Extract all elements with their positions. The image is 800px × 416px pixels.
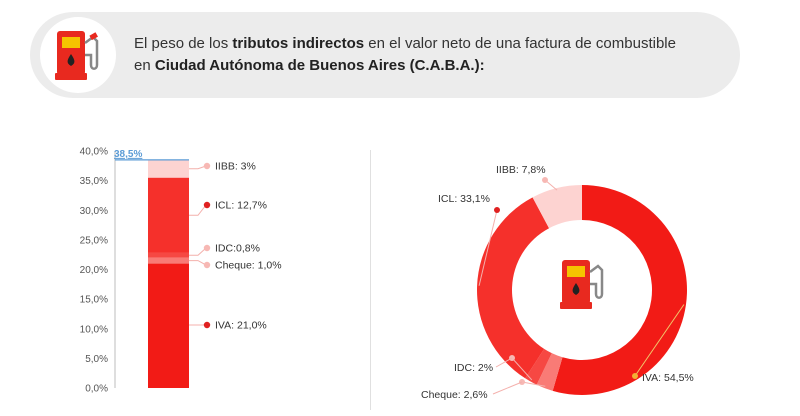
- label-dot: [203, 201, 211, 209]
- donut-slice-iibb: [532, 185, 582, 229]
- chart-divider: [370, 150, 371, 410]
- y-tick-label: 30,0%: [80, 206, 108, 217]
- leader-line: [189, 260, 207, 266]
- leader-line: [189, 165, 207, 170]
- title-text-1: El peso de los: [134, 35, 233, 52]
- leader-line: [189, 204, 207, 216]
- title-highlight-1: tributos indirectos: [232, 35, 365, 52]
- data-label-icl: ICL: 33,1%: [438, 193, 490, 205]
- label-dot: [203, 261, 211, 269]
- header-title: El peso de los tributos indirectos en el…: [134, 33, 734, 77]
- leader-line: [634, 304, 685, 377]
- title-highlight-2: Ciudad Autónoma de Buenos Aires (C.A.B.A…: [154, 57, 485, 74]
- y-tick-label: 25,0%: [80, 235, 108, 246]
- data-label-iibb: IIBB: 7,8%: [496, 164, 546, 176]
- leader-line: [521, 381, 546, 387]
- label-dot: [203, 321, 211, 329]
- y-tick-label: 20,0%: [80, 265, 108, 276]
- bar-segment-idc: [148, 252, 189, 258]
- label-dot: [632, 373, 638, 379]
- label-dot: [203, 244, 211, 252]
- donut-slice-iva: [552, 185, 687, 395]
- leader-line: [492, 381, 523, 395]
- title-text-2: en el valor neto de una factura de combu…: [364, 35, 676, 52]
- fuel-pump-icon: [560, 260, 604, 309]
- leader-line: [189, 247, 207, 256]
- y-tick-label: 0,0%: [85, 384, 108, 395]
- y-tick-label: 35,0%: [80, 176, 108, 187]
- data-label-iva: IVA: 21,0%: [215, 320, 267, 332]
- total-label: 38,5%: [114, 149, 142, 160]
- data-label-cheque: Cheque: 1,0%: [215, 260, 282, 272]
- bar-segment-iva: [148, 263, 189, 388]
- label-dot: [494, 207, 500, 213]
- data-label-icl: ICL: 12,7%: [215, 200, 267, 212]
- y-tick-label: 40,0%: [80, 147, 108, 158]
- data-label-idc: IDC: 2%: [454, 362, 493, 374]
- leader-line: [511, 357, 533, 381]
- label-dot: [542, 177, 548, 183]
- y-tick-label: 15,0%: [80, 295, 108, 306]
- bar-segment-icl: [148, 177, 189, 253]
- label-dot: [203, 162, 211, 170]
- bar-segment-iibb: [148, 159, 189, 178]
- bar-segment-cheque: [148, 257, 189, 264]
- title-text-3: en: [134, 57, 155, 74]
- leader-line: [478, 209, 498, 286]
- data-label-iva: IVA: 54,5%: [642, 372, 694, 384]
- y-tick-label: 10,0%: [80, 324, 108, 335]
- donut-slice-idc: [525, 348, 552, 385]
- leader-line: [495, 357, 513, 368]
- header-banner: [30, 12, 740, 98]
- data-label-cheque: Cheque: 2,6%: [421, 389, 488, 401]
- donut-slice-icl: [476, 197, 550, 379]
- header-icon-badge: [40, 17, 116, 93]
- donut-slice-cheque: [536, 353, 563, 391]
- y-tick-label: 5,0%: [85, 354, 108, 365]
- data-label-iibb: IIBB: 3%: [215, 161, 256, 173]
- fuel-pump-icon: [55, 31, 99, 80]
- stacked-bar-chart: 0,0% 5,0% 10,0% 15,0% 20,0% 25,0% 30,0% 35,0% 40…: [80, 147, 282, 395]
- data-label-idc: IDC:0,8%: [215, 243, 260, 255]
